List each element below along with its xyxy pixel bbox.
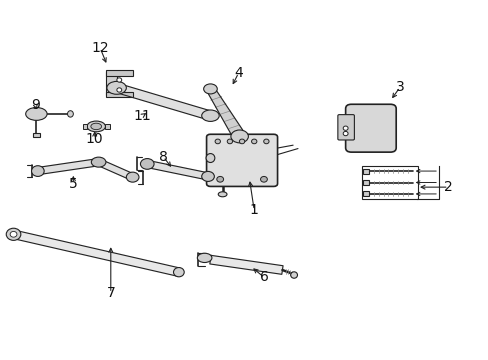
Ellipse shape: [91, 157, 106, 167]
Text: 2: 2: [444, 180, 452, 194]
Text: 6: 6: [259, 270, 268, 284]
Ellipse shape: [215, 139, 220, 144]
Ellipse shape: [343, 126, 347, 130]
Ellipse shape: [26, 108, 47, 120]
Text: 7: 7: [106, 286, 115, 300]
Bar: [363, 180, 368, 185]
Polygon shape: [209, 255, 283, 274]
Text: 11: 11: [133, 109, 151, 123]
Ellipse shape: [6, 228, 21, 240]
Ellipse shape: [227, 139, 232, 144]
Ellipse shape: [107, 81, 126, 94]
Ellipse shape: [263, 139, 268, 144]
Bar: [105, 123, 110, 129]
Text: 1: 1: [249, 203, 258, 217]
Ellipse shape: [117, 78, 122, 82]
Bar: [82, 123, 87, 129]
Bar: [106, 91, 132, 97]
Text: 10: 10: [86, 132, 103, 146]
Ellipse shape: [203, 84, 217, 94]
Ellipse shape: [218, 192, 226, 197]
Ellipse shape: [140, 158, 154, 169]
Bar: [32, 133, 40, 137]
Ellipse shape: [251, 139, 256, 144]
Ellipse shape: [216, 176, 223, 182]
Ellipse shape: [201, 110, 219, 121]
FancyBboxPatch shape: [337, 114, 354, 140]
Ellipse shape: [230, 130, 248, 143]
Ellipse shape: [260, 176, 267, 182]
Ellipse shape: [201, 171, 214, 181]
Bar: [106, 70, 132, 76]
Ellipse shape: [290, 272, 297, 278]
Ellipse shape: [343, 131, 347, 136]
Ellipse shape: [91, 123, 102, 130]
Text: 3: 3: [395, 80, 404, 94]
FancyBboxPatch shape: [206, 134, 277, 186]
Polygon shape: [13, 230, 180, 276]
Ellipse shape: [117, 88, 122, 92]
Polygon shape: [115, 83, 211, 120]
Text: 4: 4: [234, 66, 243, 80]
Polygon shape: [37, 158, 99, 175]
FancyBboxPatch shape: [345, 104, 395, 152]
Text: 5: 5: [69, 176, 78, 190]
Polygon shape: [97, 159, 134, 180]
Ellipse shape: [205, 154, 214, 162]
Polygon shape: [146, 161, 208, 180]
Ellipse shape: [10, 231, 17, 237]
Text: 12: 12: [91, 41, 109, 55]
Ellipse shape: [239, 139, 244, 144]
Text: 8: 8: [159, 150, 167, 164]
Ellipse shape: [87, 121, 105, 132]
Bar: [106, 72, 116, 95]
Bar: [361, 166, 417, 199]
Ellipse shape: [126, 172, 139, 182]
Bar: [363, 192, 368, 197]
Ellipse shape: [173, 267, 184, 277]
Ellipse shape: [197, 253, 211, 262]
Polygon shape: [205, 89, 246, 136]
Text: 9: 9: [31, 98, 40, 112]
Ellipse shape: [31, 166, 44, 176]
Bar: [363, 168, 368, 174]
Ellipse shape: [67, 111, 73, 117]
